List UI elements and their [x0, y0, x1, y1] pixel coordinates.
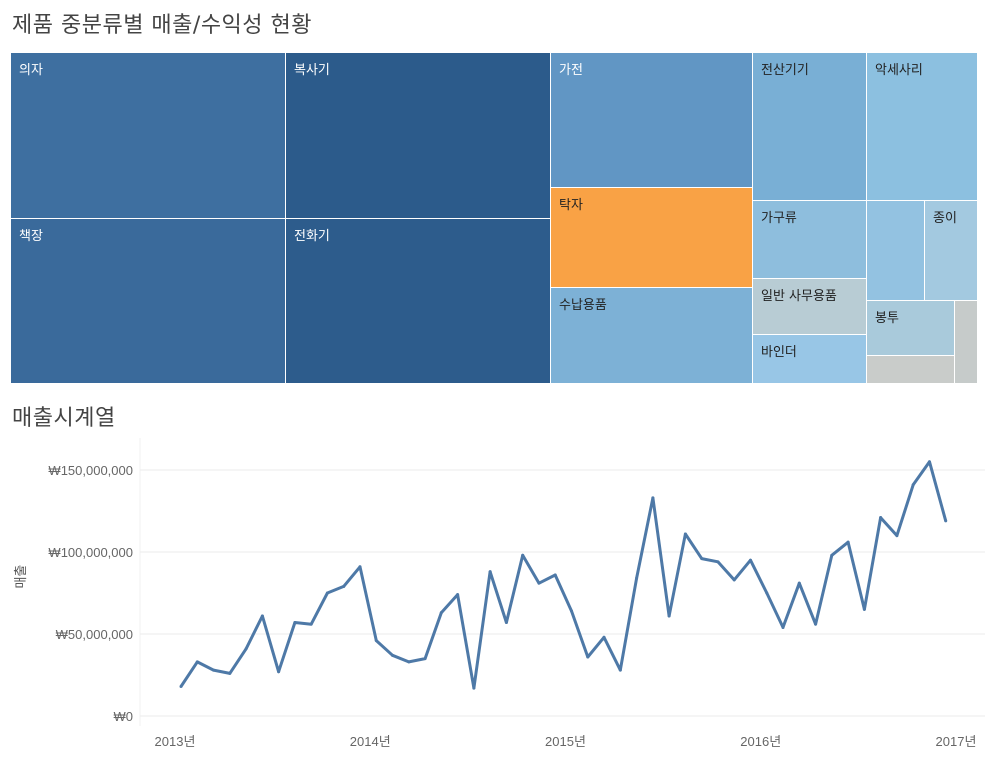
data-point[interactable] [212, 668, 216, 672]
data-point[interactable] [862, 607, 866, 611]
grid-lines [139, 438, 985, 726]
treemap-tile[interactable] [955, 301, 978, 384]
treemap-tile[interactable]: 봉투 [867, 301, 955, 356]
data-point[interactable] [358, 565, 362, 569]
data-point[interactable] [521, 553, 525, 557]
treemap-tile[interactable] [867, 356, 955, 384]
data-point[interactable] [325, 591, 329, 595]
data-point[interactable] [244, 647, 248, 651]
data-point[interactable] [537, 581, 541, 585]
x-tick-label: 2017년 [936, 734, 977, 749]
y-axis-label: 매출 [14, 565, 29, 589]
x-tick-label: 2013년 [155, 734, 196, 749]
data-point[interactable] [423, 657, 427, 661]
data-point[interactable] [895, 534, 899, 538]
data-point[interactable] [879, 516, 883, 520]
data-point[interactable] [195, 660, 199, 664]
treemap-tile[interactable]: 수납용품 [551, 288, 753, 384]
treemap-tile[interactable]: 악세사리 [867, 53, 978, 201]
treemap-title: 제품 중분류별 매출/수익성 현황 [12, 13, 313, 38]
data-point[interactable] [504, 621, 508, 625]
y-tick-label: ₩0 [114, 709, 134, 724]
treemap-tile[interactable] [867, 201, 925, 301]
y-tick-label: ₩100,000,000 [48, 545, 133, 560]
data-point[interactable] [716, 560, 720, 564]
treemap-tile[interactable]: 종이 [925, 201, 978, 301]
treemap-tile[interactable]: 일반 사무용품 [753, 279, 867, 335]
treemap-tile[interactable]: 바인더 [753, 335, 867, 384]
data-point[interactable] [374, 639, 378, 643]
data-point[interactable] [830, 553, 834, 557]
data-point[interactable] [260, 614, 264, 618]
data-point[interactable] [700, 557, 704, 561]
data-point[interactable] [570, 609, 573, 613]
timeseries-title: 매출시계열 [12, 406, 116, 431]
x-tick-label: 2016년 [740, 734, 781, 749]
treemap-tile[interactable]: 탁자 [551, 188, 753, 288]
treemap-tile[interactable]: 책장 [11, 219, 286, 384]
data-point[interactable] [765, 591, 769, 595]
treemap-tile[interactable]: 복사기 [286, 53, 551, 219]
data-point[interactable] [602, 635, 606, 639]
data-point[interactable] [667, 614, 671, 618]
y-axis-ticks: ₩0 ₩50,000,000 ₩100,000,000 ₩150,000,000 [48, 463, 133, 724]
data-point[interactable] [944, 519, 948, 523]
y-tick-label: ₩150,000,000 [48, 463, 133, 478]
data-point[interactable] [342, 584, 346, 588]
data-point[interactable] [586, 655, 590, 659]
data-point[interactable] [472, 686, 476, 690]
data-point[interactable] [439, 611, 443, 615]
data-point[interactable] [651, 496, 655, 500]
data-point[interactable] [179, 684, 183, 688]
data-point[interactable] [618, 668, 622, 672]
data-point[interactable] [456, 593, 460, 597]
data-point[interactable] [407, 660, 411, 664]
data-point[interactable] [277, 670, 281, 674]
data-point[interactable] [553, 573, 557, 577]
data-point[interactable] [846, 540, 850, 544]
data-point[interactable] [683, 532, 687, 536]
data-point[interactable] [797, 581, 801, 585]
data-point[interactable] [732, 578, 736, 582]
data-point[interactable] [293, 621, 297, 625]
data-point[interactable] [781, 625, 785, 629]
y-tick-label: ₩50,000,000 [56, 627, 133, 642]
treemap-tile[interactable]: 가구류 [753, 201, 867, 279]
data-point[interactable] [911, 483, 915, 487]
series-line [179, 460, 948, 690]
series-points [179, 460, 948, 690]
treemap-tile[interactable]: 전화기 [286, 219, 551, 384]
x-tick-label: 2014년 [350, 734, 391, 749]
data-point[interactable] [635, 576, 639, 580]
x-axis-ticks: 2013년 2014년 2015년 2016년 2017년 [155, 734, 977, 749]
data-point[interactable] [927, 460, 931, 464]
data-point[interactable] [309, 622, 313, 626]
data-point[interactable] [748, 558, 752, 562]
x-tick-label: 2015년 [545, 734, 586, 749]
data-point[interactable] [814, 622, 818, 626]
data-point[interactable] [488, 570, 492, 574]
treemap-tile[interactable]: 가전 [551, 53, 753, 188]
treemap-tile[interactable]: 의자 [11, 53, 286, 219]
data-point[interactable] [228, 671, 232, 675]
treemap-tile[interactable]: 전산기기 [753, 53, 867, 201]
sales-line-chart: ₩0 ₩50,000,000 ₩100,000,000 ₩150,000,000 20… [14, 438, 985, 749]
data-point[interactable] [391, 653, 395, 657]
